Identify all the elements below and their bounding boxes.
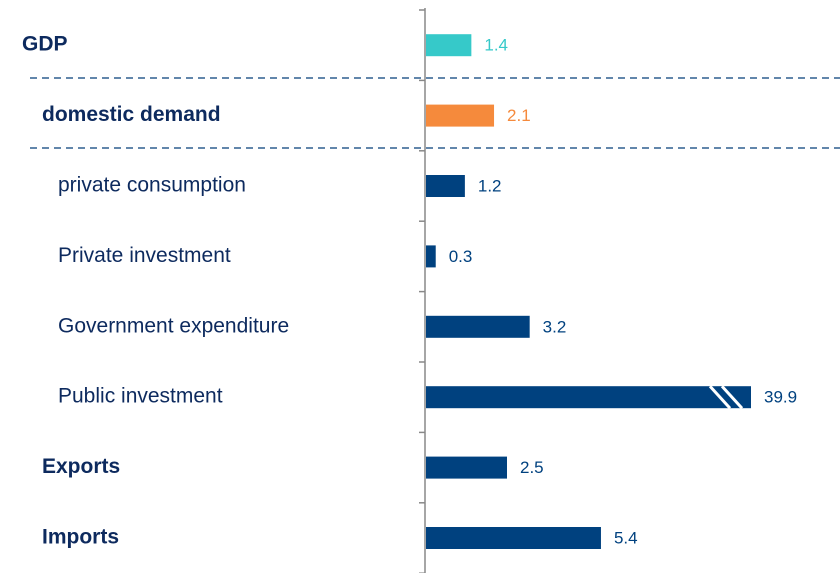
bar: [426, 456, 507, 479]
category-label: Imports: [42, 526, 119, 549]
category-label: private consumption: [58, 174, 246, 197]
category-label: Private investment: [58, 244, 231, 267]
value-label: 1.4: [484, 36, 508, 55]
value-label: 5.4: [614, 528, 638, 547]
value-label: 39.9: [764, 388, 797, 407]
bar: [426, 34, 472, 57]
bar: [426, 245, 436, 268]
bar: [426, 315, 530, 338]
break-mark: [708, 385, 732, 410]
category-label: GDP: [22, 33, 68, 56]
value-label: 1.2: [478, 176, 502, 195]
separators: [30, 77, 840, 149]
category-label: domestic demand: [42, 103, 221, 126]
category-label: Public investment: [58, 385, 223, 408]
category-label: Exports: [42, 455, 120, 478]
bar: [426, 386, 751, 409]
value-label: 0.3: [449, 247, 473, 266]
value-label: 2.1: [507, 106, 531, 125]
value-label: 2.5: [520, 458, 544, 477]
break-mark: [720, 385, 744, 410]
bar: [426, 104, 495, 127]
bar: [426, 527, 601, 549]
value-label: 3.2: [543, 317, 567, 336]
category-label: Government expenditure: [58, 314, 289, 337]
bar: [426, 175, 465, 197]
